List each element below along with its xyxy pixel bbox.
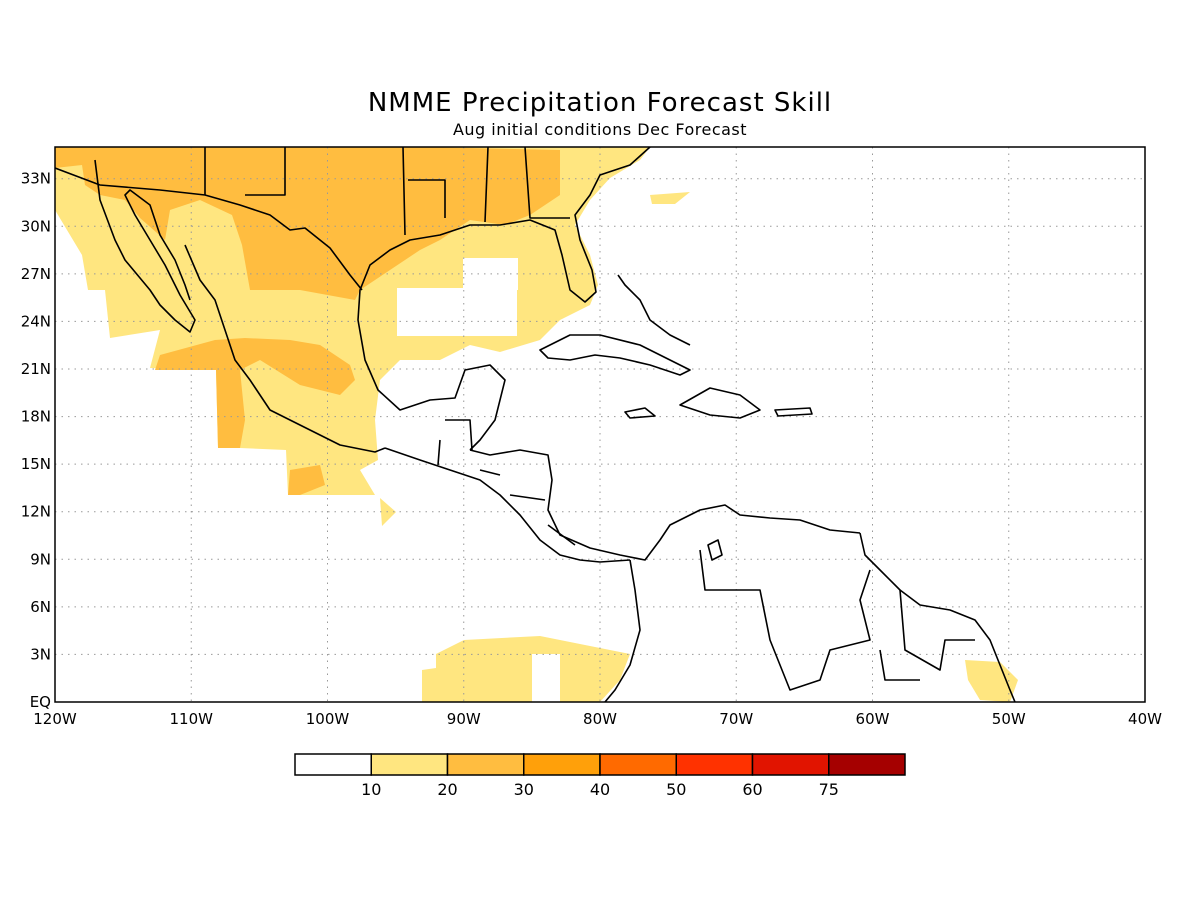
colorbar-label: 40 bbox=[590, 780, 610, 799]
colorbar-label: 30 bbox=[514, 780, 534, 799]
x-tick-label: 120W bbox=[33, 710, 77, 728]
map-title: NMME Precipitation Forecast Skill bbox=[368, 88, 832, 118]
coastlines bbox=[55, 147, 1016, 702]
y-tick-label: 30N bbox=[21, 217, 51, 235]
colorbar-swatch bbox=[675, 753, 754, 776]
colorbar: 10 20 30 40 50 60 75 bbox=[294, 753, 906, 799]
colorbar-swatch bbox=[446, 753, 525, 776]
coast-baja bbox=[94, 159, 196, 333]
colorbar-swatch bbox=[523, 753, 601, 776]
coast-jamaica bbox=[624, 407, 656, 419]
skill-region-10-20-c bbox=[650, 192, 690, 204]
coast-south-america bbox=[604, 559, 641, 702]
no-skill-hole-pacific bbox=[532, 654, 560, 702]
skill-region-10-20-e bbox=[965, 660, 1018, 702]
x-tick-label: 100W bbox=[306, 710, 350, 728]
colorbar-swatch bbox=[370, 753, 449, 776]
y-tick-label: 24N bbox=[21, 312, 51, 330]
y-tick-label: 9N bbox=[30, 550, 51, 568]
colorbar-label: 50 bbox=[666, 780, 686, 799]
colorbar-label: 10 bbox=[361, 780, 381, 799]
coast-hispaniola bbox=[679, 387, 761, 419]
border-south-america bbox=[699, 549, 975, 691]
map-subtitle: Aug initial conditions Dec Forecast bbox=[453, 120, 747, 139]
colorbar-label: 60 bbox=[742, 780, 762, 799]
colorbar-swatch bbox=[294, 753, 372, 776]
colorbar-label: 75 bbox=[819, 780, 839, 799]
y-tick-label: 18N bbox=[21, 408, 51, 426]
y-tick-label: EQ bbox=[30, 693, 51, 711]
x-tick-label: 50W bbox=[992, 710, 1026, 728]
coast-lake-maracaibo bbox=[707, 539, 723, 561]
colorbar-swatch bbox=[599, 753, 677, 776]
y-tick-label: 6N bbox=[30, 598, 51, 616]
skill-region-20-30-c bbox=[288, 465, 325, 495]
y-tick-label: 15N bbox=[21, 455, 51, 473]
coast-cuba bbox=[539, 334, 691, 376]
border-us-mexico bbox=[55, 167, 363, 291]
longitude-tick-labels: 120W 110W 100W 90W 80W 70W 60W 50W 40W bbox=[33, 710, 1162, 728]
coast-bahamas bbox=[617, 274, 691, 346]
y-tick-label: 3N bbox=[30, 645, 51, 663]
x-tick-label: 90W bbox=[447, 710, 481, 728]
y-tick-label: 33N bbox=[21, 170, 51, 188]
x-tick-label: 40W bbox=[1128, 710, 1162, 728]
no-skill-hole-gulf bbox=[397, 288, 517, 336]
map-gridlines bbox=[55, 147, 1145, 702]
skill-region-10-20-d bbox=[422, 636, 630, 702]
skill-shading bbox=[55, 147, 1018, 702]
y-tick-label: 27N bbox=[21, 265, 51, 283]
skill-region-10-20 bbox=[55, 147, 650, 495]
coast-central-america-caribbean bbox=[469, 449, 861, 561]
coast-south-america-north bbox=[859, 532, 1016, 702]
coast-gulf bbox=[357, 147, 651, 451]
border-us-states bbox=[204, 147, 570, 236]
map-plot-area: 120W 110W 100W 90W 80W 70W 60W 50W 40W EQ 3N 6N 9N 1… bbox=[21, 146, 1162, 728]
coast-central-america bbox=[384, 447, 631, 563]
colorbar-swatch bbox=[828, 753, 906, 776]
colorbar-swatch bbox=[751, 753, 830, 776]
y-tick-label: 12N bbox=[21, 503, 51, 521]
y-tick-label: 21N bbox=[21, 360, 51, 378]
skill-region-20-30-b bbox=[155, 338, 355, 448]
colorbar-label: 20 bbox=[437, 780, 457, 799]
coast-mexico-pacific bbox=[184, 244, 386, 453]
x-tick-label: 70W bbox=[719, 710, 753, 728]
border-central-america bbox=[437, 419, 576, 546]
coast-puerto-rico bbox=[774, 407, 813, 417]
map-frame bbox=[54, 146, 1146, 703]
latitude-tick-labels: EQ 3N 6N 9N 12N 15N 18N 21N 24N 27N 30N 33N bbox=[21, 170, 51, 711]
skill-region-20-30 bbox=[55, 147, 560, 300]
x-tick-label: 110W bbox=[170, 710, 214, 728]
x-tick-label: 80W bbox=[583, 710, 617, 728]
x-tick-label: 60W bbox=[856, 710, 890, 728]
